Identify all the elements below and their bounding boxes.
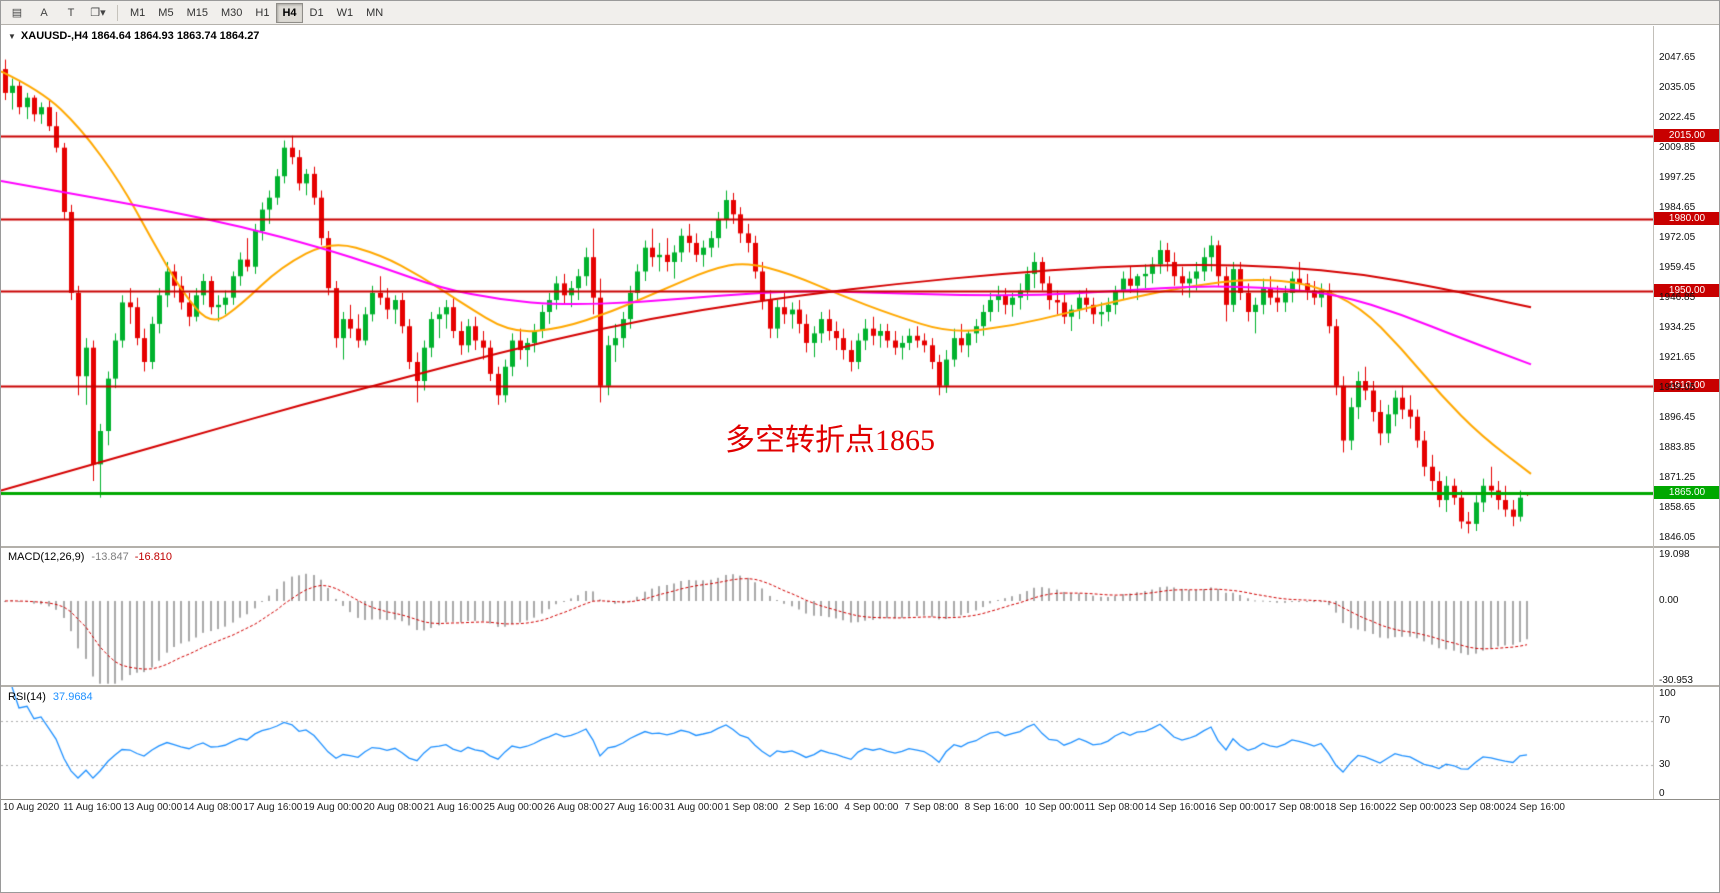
macd-name: MACD(12,26,9): [8, 551, 85, 563]
timeframe-button-w1[interactable]: W1: [331, 3, 360, 23]
annotation-a-button[interactable]: A: [31, 3, 57, 23]
macd-rsi-separator[interactable]: [1, 685, 1719, 687]
timeframe-button-m15[interactable]: M15: [181, 3, 214, 23]
rsi-label: RSI(14) 37.9684: [8, 691, 93, 703]
macd-value-signal: -16.810: [134, 551, 173, 563]
timeframe-button-m30[interactable]: M30: [215, 3, 248, 23]
chart-title: ▼ XAUUSD-,H4 1864.64 1864.93 1863.74 1864…: [8, 30, 259, 42]
window-cascade-button[interactable]: ❐▾: [85, 3, 111, 23]
chart-list-icon[interactable]: ▤: [4, 3, 30, 23]
timeframe-button-h1[interactable]: H1: [249, 3, 275, 23]
rsi-canvas[interactable]: [1, 687, 1653, 799]
timeframe-button-mn[interactable]: MN: [360, 3, 389, 23]
time-axis[interactable]: [1, 800, 1653, 818]
timeframe-button-m1[interactable]: M1: [124, 3, 151, 23]
price-axis-separator: [1653, 26, 1654, 799]
timeframe-button-h4[interactable]: H4: [276, 2, 303, 23]
toolbar-separator: [117, 4, 118, 21]
chart-title-text: XAUUSD-,H4 1864.64 1864.93 1863.74 1864.…: [20, 30, 260, 42]
rsi-name: RSI(14): [8, 691, 46, 703]
timeframe-button-d1[interactable]: D1: [304, 3, 330, 23]
toolbar: ▤ A T ❐▾ M1 M5 M15 M30 H1 H4 D1 W1 MN: [1, 1, 1719, 25]
chart-macd-separator[interactable]: [1, 546, 1719, 548]
price-axis[interactable]: [1654, 26, 1719, 799]
price-chart-canvas[interactable]: [1, 26, 1653, 546]
rsi-value: 37.9684: [52, 691, 93, 703]
macd-canvas[interactable]: [1, 548, 1653, 685]
macd-value-main: -13.847: [91, 551, 129, 563]
chart-annotation-text[interactable]: 多空转折点1865: [725, 424, 935, 457]
timeframe-button-m5[interactable]: M5: [152, 3, 179, 23]
macd-label: MACD(12,26,9) -13.847 -16.810: [8, 551, 172, 563]
text-tool-button[interactable]: T: [58, 3, 84, 23]
collapse-arrow-icon[interactable]: ▼: [8, 32, 16, 41]
time-axis-separator: [1, 799, 1719, 800]
